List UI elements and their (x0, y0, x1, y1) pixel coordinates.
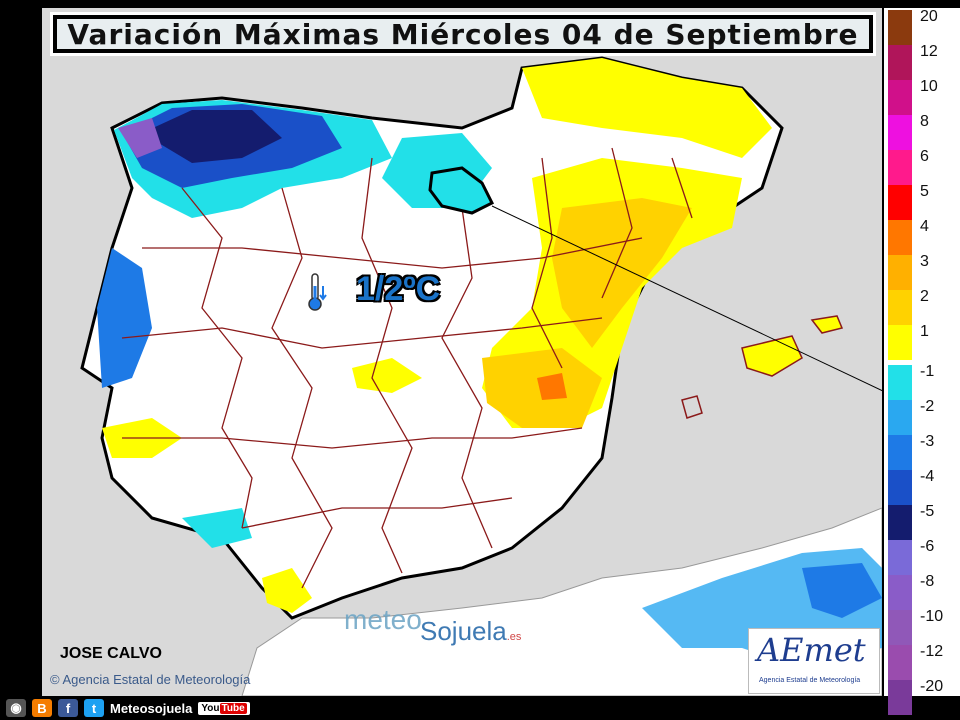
southeast-hot-spot (537, 373, 567, 400)
legend-swatch (888, 255, 912, 290)
social-bar: ◉ B f t Meteosojuela You Tube (0, 696, 250, 720)
south-cold-patch (182, 508, 252, 548)
east-warm-core (552, 198, 692, 348)
west-coast-cold (97, 248, 152, 388)
legend-swatch (888, 505, 912, 540)
central-warm-patch (352, 358, 422, 393)
legend-label: -20 (920, 678, 944, 695)
watermark-suffix: .es (506, 631, 522, 643)
legend-label: -5 (920, 503, 935, 520)
legend-swatch (888, 290, 912, 325)
aemet-logo-box: AEmet Agencia Estatal de Meteorología (748, 628, 880, 694)
blogger-icon[interactable]: B (32, 699, 52, 717)
youtube-you: You (201, 702, 220, 714)
legend-swatch (888, 540, 912, 575)
iberia-map (80, 56, 882, 696)
social-handle: Meteosojuela (110, 700, 193, 716)
watermark-sojuela-text: Sojuela (420, 616, 507, 646)
legend-label: -4 (920, 468, 935, 485)
legend-label: -3 (920, 433, 935, 450)
color-legend: 20 12 10 8 6 5 4 3 2 1 -1 -2 -3 -4 -5 -6 -8 -10 -12 -20 (884, 8, 960, 715)
map-title: Variación Máximas Miércoles 04 de Septie… (67, 17, 859, 51)
legend-label: -1 (920, 363, 935, 380)
youtube-tube: Tube (219, 702, 247, 714)
legend-swatch (888, 435, 912, 470)
menorca (810, 315, 844, 334)
legend-swatch (888, 10, 912, 45)
legend-label: 20 (920, 8, 938, 25)
legend-label: 6 (920, 148, 929, 165)
legend-swatch (888, 400, 912, 435)
balearic-islands (741, 335, 803, 377)
legend-label: -12 (920, 643, 944, 660)
legend-swatch (888, 185, 912, 220)
north-africa (241, 507, 882, 696)
legend-swatch (888, 325, 912, 360)
legend-swatch (888, 610, 912, 645)
legend-label: 10 (920, 78, 938, 95)
legend-swatch (888, 680, 912, 715)
watermark-sojuela: Sojuela.es (420, 616, 521, 647)
legend-swatch (888, 575, 912, 610)
province-borders (121, 147, 693, 589)
map-frame (42, 8, 882, 696)
watermark-meteo: meteo (344, 604, 422, 635)
legend-swatch (888, 365, 912, 400)
legend-label: 12 (920, 43, 938, 60)
legend-label: 2 (920, 288, 929, 305)
legend-swatch (888, 45, 912, 80)
northwest-cold-extreme (118, 118, 162, 158)
ibiza (681, 395, 703, 419)
legend-swatch (888, 115, 912, 150)
instagram-icon[interactable]: ◉ (6, 699, 26, 717)
legend-label: -2 (920, 398, 935, 415)
title-banner: Variación Máximas Miércoles 04 de Septie… (50, 12, 876, 56)
legend-label: 8 (920, 113, 929, 130)
legend-label: -6 (920, 538, 935, 555)
legend-label: 1 (920, 323, 929, 340)
legend-label: -10 (920, 608, 944, 625)
value-label: 1/2ºC (356, 270, 441, 308)
legend-label: -8 (920, 573, 935, 590)
facebook-icon[interactable]: f (58, 699, 78, 717)
aemet-subtitle: Agencia Estatal de Meteorología (759, 677, 861, 684)
agency-credit: © Agencia Estatal de Meteorología (50, 672, 251, 687)
legend-swatch (888, 80, 912, 115)
author-name: JOSE CALVO (60, 645, 162, 662)
legend-label: 4 (920, 218, 929, 235)
thermometer-down-icon (308, 273, 327, 311)
pointer-line (491, 205, 882, 392)
legend-label: 3 (920, 253, 929, 270)
northeast-warm (522, 58, 772, 158)
legend-swatch (888, 150, 912, 185)
youtube-icon[interactable]: You Tube (198, 701, 250, 715)
aemet-logo: AEmet (757, 631, 866, 669)
la-rioja-region (428, 166, 495, 215)
twitter-icon[interactable]: t (84, 699, 104, 717)
northwest-cold-core (142, 110, 282, 163)
legend-swatch (888, 470, 912, 505)
south-warm-patch (262, 568, 312, 613)
legend-swatch (888, 645, 912, 680)
legend-swatch (888, 220, 912, 255)
legend-label: 5 (920, 183, 929, 200)
africa-cold-core (802, 563, 882, 618)
